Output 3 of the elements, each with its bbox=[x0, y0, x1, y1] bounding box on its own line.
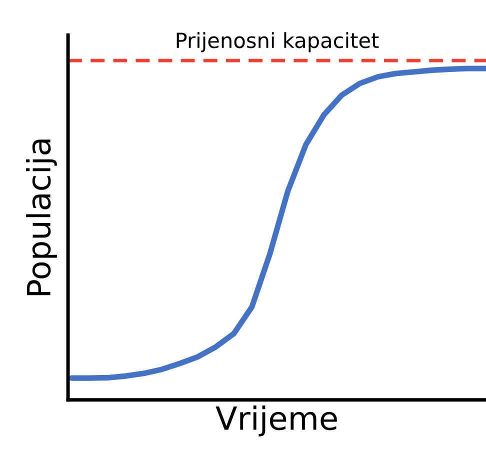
x-axis-title: Vrijeme bbox=[216, 405, 337, 436]
y-axis-title: Populacija bbox=[26, 140, 57, 296]
ref-line-label: Prijenosni kapacitet bbox=[176, 32, 379, 52]
